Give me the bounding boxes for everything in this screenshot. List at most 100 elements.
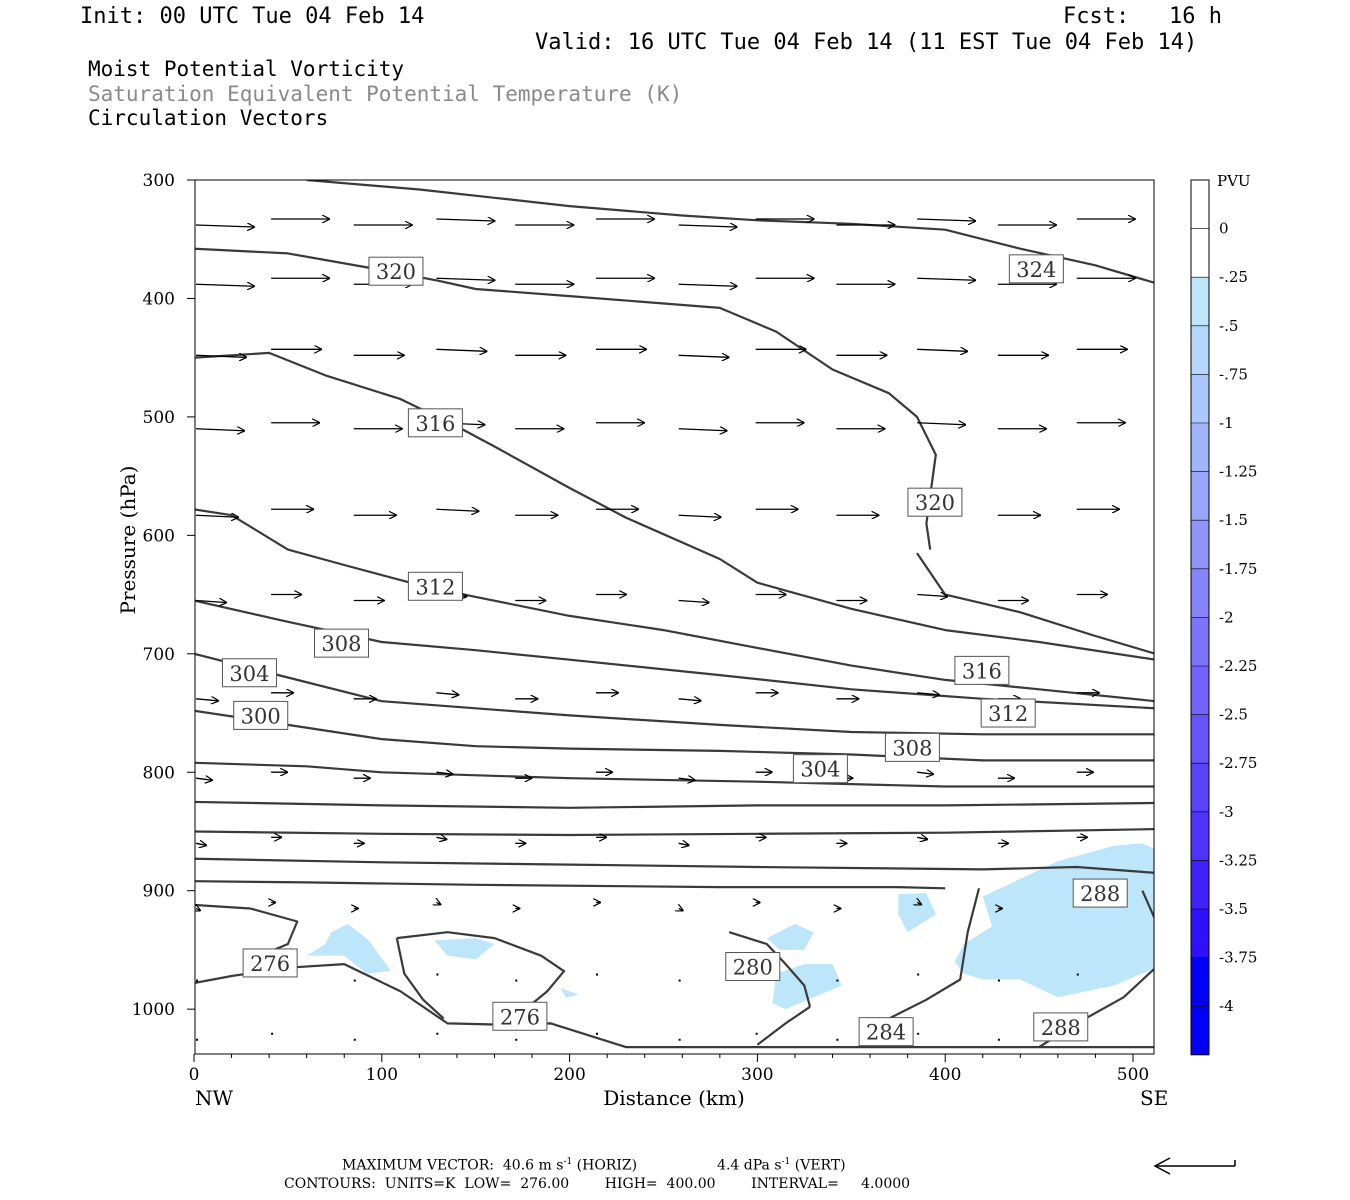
- circulation-vector: [515, 1038, 518, 1041]
- circulation-vector: [436, 693, 458, 695]
- circulation-vector: [353, 1038, 356, 1041]
- contour-label-box: [858, 1017, 914, 1047]
- y-tick-label: 500: [143, 408, 175, 428]
- circulation-vector: [917, 423, 965, 425]
- contour-label: 284: [866, 1021, 906, 1045]
- circulation-vector: [679, 908, 683, 910]
- x-tick-label: 100: [366, 1065, 398, 1085]
- circulation-vector: [678, 778, 695, 780]
- contour-label: 288: [1080, 882, 1120, 906]
- theta-es-contour-276: [396, 931, 566, 1013]
- x-tick-label: 400: [929, 1065, 961, 1085]
- colorbar-label: -1: [1219, 414, 1234, 432]
- colorbar-swatch: [1191, 325, 1209, 375]
- theta-es-contour-284: [195, 857, 1154, 874]
- contour-label: 304: [800, 758, 840, 782]
- colorbar-swatch: [1191, 568, 1209, 618]
- theta-es-contour-292: [195, 800, 1154, 809]
- x-axis-label: Distance (km): [603, 1086, 745, 1110]
- circulation-vector: [196, 908, 200, 910]
- colorbar-swatch: [1191, 909, 1209, 958]
- contour-label: 280: [733, 956, 773, 980]
- contour-label-box: [242, 948, 298, 978]
- colorbar-label: -.25: [1219, 268, 1248, 286]
- theta-es-contour-276: [395, 937, 445, 1020]
- theta-es-contour-316: [195, 351, 1154, 661]
- y-tick-label: 1000: [132, 1000, 175, 1020]
- axes-layer: 300 400 500 600 700 800 900 1000 0 100 200 300 400 50…: [132, 171, 1149, 1085]
- circulation-vector: [195, 778, 212, 780]
- colorbar-swatch: [1191, 617, 1209, 666]
- circulation-vector: [678, 284, 737, 286]
- pv-shaded-region: [560, 987, 579, 998]
- contour-label: 320: [376, 260, 416, 284]
- circulation-vector: [917, 693, 939, 695]
- pv-shaded-region: [954, 843, 1154, 998]
- circulation-vector: [917, 772, 933, 774]
- contour-label: 316: [962, 659, 1002, 683]
- theta-es-contour-280: [756, 1005, 811, 1046]
- contour-info: CONTOURS: UNITS=K LOW= 276.00 HIGH= 400.…: [284, 1176, 911, 1192]
- theta-es-contour-280: [728, 931, 812, 1008]
- contour-label: 312: [988, 702, 1028, 726]
- contour-label-box: [1033, 1012, 1089, 1042]
- pv-shaded-region: [772, 964, 842, 1010]
- contour-label-box: [954, 655, 1010, 685]
- y-tick-label: 800: [143, 763, 175, 783]
- contour-label-layer: 320 324 316 320 312 308 304 300 316 312 308 304 288 2…: [221, 254, 1128, 1047]
- colorbar-label: -4: [1219, 997, 1234, 1015]
- contour-label-box: [492, 1001, 548, 1031]
- pv-colorbar: 0 -.25 -.5 -.75 -1 -1.25 -1.5 -1.75 -2 -2.25 -2.5 -…: [1190, 179, 1257, 1056]
- colorbar-swatch: [1191, 811, 1209, 861]
- circulation-vector: [436, 837, 446, 839]
- circulation-vector: [997, 1038, 1000, 1041]
- field-title-theta-es: Saturation Equivalent Potential Temperat…: [88, 82, 683, 106]
- circulation-vector: [195, 699, 218, 701]
- x-tick-label: 0: [189, 1065, 200, 1085]
- contour-label-box: [1072, 878, 1128, 908]
- colorbar-label: -2.5: [1219, 706, 1248, 724]
- circulation-vector: [678, 979, 681, 982]
- circulation-vector: [353, 979, 356, 982]
- forecast-hour: Fcst: 16 h: [1063, 4, 1222, 29]
- colorbar-title: PVU: [1217, 172, 1251, 190]
- circulation-vector: [678, 355, 729, 357]
- colorbar-label: -2.75: [1219, 754, 1257, 772]
- valid-time: Valid: 16 UTC Tue 04 Feb 14 (11 EST Tue …: [535, 30, 1198, 55]
- circulation-vector: [436, 902, 440, 904]
- contour-label-box: [221, 658, 277, 688]
- circulation-vector: [997, 979, 1000, 982]
- circulation-vector: [436, 973, 439, 976]
- theta-es-contour-288: [1141, 890, 1154, 920]
- max-vector-info: MAXIMUM VECTOR: 40.6 m s-1 (HORIZ) 4.4 dP…: [342, 1157, 846, 1174]
- circulation-vector: [917, 278, 975, 280]
- circulation-vector: [436, 509, 478, 511]
- colorbar-swatch: [1191, 180, 1209, 229]
- y-tick-label: 600: [143, 526, 175, 546]
- colorbar-swatch: [1191, 666, 1209, 715]
- circulation-vector: [195, 600, 226, 602]
- y-axis-label: Pressure (hPa): [116, 466, 140, 615]
- x-tick-label: 300: [741, 1065, 773, 1085]
- circulation-vector: [515, 979, 518, 982]
- colorbar-label: -2: [1219, 608, 1234, 626]
- circulation-vector: [196, 979, 198, 982]
- x-end-label-nw: NW: [195, 1086, 234, 1110]
- colorbar-swatch: [1191, 228, 1209, 278]
- contour-label: 324: [1016, 258, 1056, 282]
- colorbar-swatch: [1191, 763, 1209, 812]
- x-tick-label: 200: [553, 1065, 585, 1085]
- colorbar-swatch: [1191, 957, 1209, 1007]
- theta-es-contour-296: [195, 761, 1154, 788]
- contour-label: 276: [500, 1005, 540, 1029]
- y-tick-label: 700: [143, 645, 175, 665]
- y-tick-label: 400: [143, 289, 175, 309]
- circulation-vector: [195, 515, 238, 517]
- circulation-vector: [195, 284, 254, 286]
- circulation-vector: [917, 902, 921, 904]
- contour-label: 316: [415, 412, 455, 436]
- contour-label: 320: [915, 491, 955, 515]
- contour-label: 308: [892, 736, 932, 760]
- circulation-vector: [436, 349, 486, 351]
- circulation-vector: [436, 1032, 439, 1035]
